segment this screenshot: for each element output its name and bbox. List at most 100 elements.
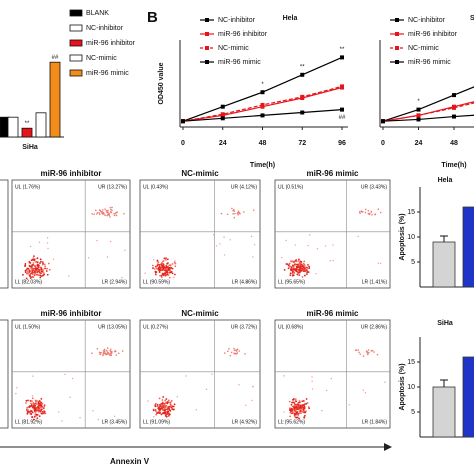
event-dot: [111, 209, 113, 212]
event-dot: [223, 352, 226, 354]
event-dot: [97, 419, 100, 421]
event-dot: [172, 408, 174, 411]
category-label: SiHa: [22, 144, 38, 151]
event-dot: [153, 268, 156, 270]
event-dot: [226, 213, 229, 216]
event-dot: [28, 271, 31, 273]
error-bar: [440, 235, 448, 242]
event-dot: [109, 354, 111, 356]
event-dot: [27, 267, 30, 270]
event-dot: [298, 264, 301, 266]
y-tick-label: 10: [407, 234, 415, 241]
event-dot: [154, 273, 157, 276]
event-dot: [156, 412, 158, 414]
event-dot: [302, 262, 305, 265]
event-dot: [368, 212, 371, 215]
event-dot: [288, 262, 291, 265]
event-dot: [297, 402, 300, 405]
y-tick-label: 15: [407, 209, 415, 216]
flow-panel-title: miR-96 mimic: [306, 169, 359, 178]
event-dot: [303, 403, 306, 406]
event-dot: [104, 353, 107, 355]
event-dot: [164, 266, 167, 269]
point-marker: [220, 116, 225, 121]
annexin-arrow: [384, 443, 392, 451]
event-dot: [295, 412, 298, 414]
y-tick-label: 15: [407, 359, 415, 366]
event-dot: [289, 272, 292, 275]
legend-swatch: [69, 69, 83, 77]
event-dot: [30, 402, 32, 405]
event-dot: [158, 265, 161, 268]
bar: [21, 127, 33, 138]
event-dot: [294, 413, 297, 416]
event-dot: [295, 400, 298, 403]
event-dot: [291, 399, 294, 401]
event-dot: [37, 264, 40, 267]
event-dot: [33, 264, 36, 267]
y-tick-label: 5: [411, 259, 415, 266]
point-marker: [340, 84, 344, 89]
event-dot: [359, 212, 361, 215]
quadrant-label: LR (4.86%): [232, 279, 258, 285]
event-dot: [367, 351, 369, 354]
event-dot: [106, 256, 109, 258]
event-dot: [95, 209, 97, 212]
event-dot: [29, 411, 31, 414]
event-dot: [155, 413, 158, 416]
event-dot: [173, 403, 176, 406]
event-dot: [34, 272, 37, 275]
flow-panel-frame: [274, 179, 391, 289]
event-dot: [33, 415, 36, 418]
y-axis-label: Apoptosis (%): [399, 363, 406, 410]
y-tick-label: 10: [407, 384, 415, 391]
event-dot: [96, 347, 99, 350]
point-marker: [416, 107, 421, 112]
event-dot: [289, 409, 291, 411]
event-dot: [300, 263, 303, 266]
event-dot: [281, 256, 283, 259]
event-dot: [238, 350, 241, 352]
event-dot: [115, 214, 118, 217]
event-dot: [158, 269, 161, 272]
x-tick-label: 96: [338, 140, 346, 147]
event-dot: [289, 410, 292, 413]
event-dot: [171, 272, 174, 275]
event-dot: [114, 350, 117, 353]
annexin-label: Annexin V: [110, 457, 150, 466]
event-dot: [158, 271, 161, 274]
event-dot: [354, 349, 357, 352]
event-dot: [47, 247, 49, 250]
event-dot: [162, 260, 165, 262]
event-dot: [114, 212, 117, 215]
bar: [462, 356, 474, 438]
flow-panel-title: NC-mimic: [181, 169, 219, 178]
quadrant-label: UR (3.43%): [361, 184, 387, 190]
flow-panel-frame: [11, 179, 131, 289]
quadrant-label: LR (1.84%): [362, 419, 388, 425]
event-dot: [252, 209, 255, 211]
point-marker: [260, 113, 265, 118]
event-dot: [303, 260, 306, 263]
event-dot: [169, 264, 172, 267]
quadrant-label: UR (13.27%): [98, 184, 127, 190]
legend-swatch: [69, 54, 83, 62]
event-dot: [299, 406, 302, 409]
event-dot: [157, 405, 160, 407]
quadrant-label: LL (95.65%): [278, 279, 305, 285]
legend-marker: [205, 46, 209, 50]
event-dot: [99, 353, 102, 355]
event-dot: [297, 414, 300, 417]
event-dot: [32, 418, 35, 421]
event-dot: [285, 263, 288, 265]
point-marker: [452, 114, 456, 119]
point-marker: [452, 93, 456, 98]
event-dot: [250, 235, 253, 238]
event-dot: [174, 265, 177, 268]
event-dot: [36, 417, 39, 420]
event-dot: [311, 376, 313, 378]
chart-title: SiHa: [470, 15, 474, 22]
legend-marker: [395, 60, 399, 64]
event-dot: [98, 212, 101, 214]
event-dot: [294, 244, 296, 246]
